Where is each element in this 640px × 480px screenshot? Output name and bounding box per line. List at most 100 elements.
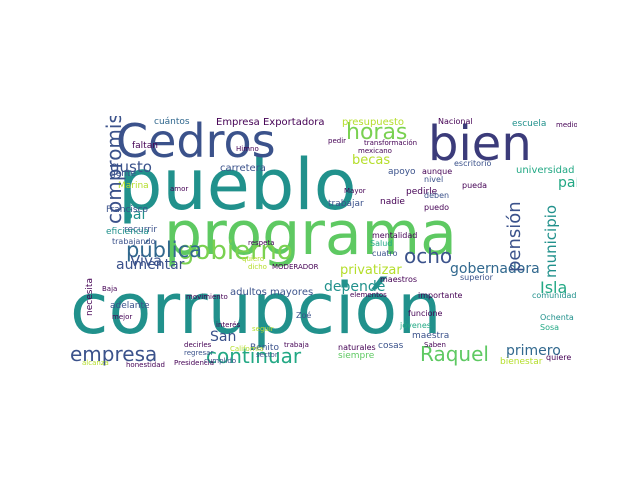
word-gente: gente (110, 169, 137, 179)
word-aunque: aunque (422, 167, 453, 176)
word-deben: deben (424, 191, 450, 200)
word-publica: pública (126, 238, 203, 262)
word-siempre: siempre (338, 351, 375, 361)
word-pueblo: pueblo (118, 144, 357, 226)
word-california: California (230, 345, 264, 353)
word-cedros: Cedros (116, 116, 276, 168)
word-sosa: Sosa (540, 323, 560, 332)
word-pueda: pueda (462, 181, 488, 190)
word-cuantos: cuántos (154, 117, 190, 127)
word-empresa: empresa (70, 342, 158, 366)
word-nadie: nadie (380, 197, 405, 207)
word-compromiso: compromiso (102, 116, 126, 224)
word-comunidades: comunidades (532, 291, 577, 300)
word-ocho: ocho (404, 244, 453, 268)
word-decirles: decirles (184, 341, 212, 349)
word-municipio: municipio (542, 204, 560, 278)
word-saben: Saben (424, 341, 446, 349)
word-funcione: funcione (408, 309, 443, 318)
word-adultos-mayores: adultos mayores (230, 287, 314, 298)
word-medio: medio (556, 121, 577, 129)
word-honestidad: honestidad (126, 361, 165, 369)
word-superior: superior (460, 273, 493, 282)
word-trabaja: trabaja (284, 341, 309, 349)
word-continuar: continuar (206, 344, 302, 368)
word-gobierno: gobierno (178, 236, 293, 266)
word-becas: becas (352, 153, 391, 168)
word-cuatro: cuatro (372, 249, 398, 258)
word-mentalidad: mentalidad (372, 231, 418, 240)
word-baja: Baja (102, 285, 118, 293)
word-primero: primero (506, 343, 561, 359)
word-himno: Himno (236, 145, 259, 153)
word-programa: programa (164, 199, 457, 269)
word-adelante: adelante (110, 301, 150, 311)
word-faltan: faltan (132, 141, 158, 151)
word-horas: horas (346, 120, 408, 145)
word-moderador: MODERADOR (272, 263, 319, 271)
word-pedirle: pedirle (406, 187, 438, 197)
word-jovenes: jóvenes (400, 321, 431, 330)
word-isla: Isla (540, 278, 568, 297)
word-maestros: maestros (380, 275, 418, 284)
word-elementos: elementos (350, 291, 387, 299)
word-regresar: regresar (184, 349, 214, 357)
word-marina: Marina (118, 181, 149, 191)
word-cumplido: cumplido (204, 357, 237, 365)
word-francisco: Francisco (106, 205, 149, 215)
word-zoe: Zoé (296, 311, 312, 320)
word-maestra: maestra (412, 331, 450, 341)
word-trabajando: trabajando (112, 237, 156, 246)
word-benito: Benito (250, 343, 279, 353)
word-empresa-exportadora: Empresa Exportadora (216, 117, 325, 128)
word-apoyo: apoyo (388, 167, 416, 177)
word-recurrir: recurrir (124, 225, 158, 235)
word-presidencia: Presidencia (174, 359, 214, 367)
word-quiere: quiere (546, 353, 572, 362)
word-necesita: necesita (85, 278, 95, 316)
word-nacional: Nacional (438, 117, 473, 126)
word-presupuesto: presupuesto (342, 117, 405, 128)
word-dicho: dicho (248, 263, 267, 271)
word-raquel: Raquel (420, 342, 489, 366)
word-seguir: seguir (252, 325, 274, 333)
word-mayor: Mayor (344, 187, 366, 195)
word-eficiencia: eficiencia (106, 227, 149, 237)
word-salud: Salud (370, 239, 393, 248)
word-bienestar: bienestar (500, 357, 543, 367)
word-privatizar: privatizar (340, 263, 402, 278)
word-ochenta: Ochenta (540, 313, 574, 322)
word-transformacion: transformación (364, 139, 418, 147)
word-gobernadora: gobernadora (450, 261, 540, 277)
word-sector: sector (256, 351, 278, 359)
word-pais: país (558, 175, 577, 191)
word-interes: interés (216, 321, 241, 329)
word-amor: amor (170, 185, 189, 193)
word-movimiento: movimiento (186, 293, 228, 301)
word-mexicano: mexicano (358, 147, 392, 155)
word-mejor: mejor (112, 313, 133, 321)
word-quiero: quiero (242, 255, 265, 263)
word-puedo: puedo (424, 203, 450, 212)
word-importante: importante (418, 291, 463, 300)
word-pension: pensión (504, 201, 525, 272)
word-sal: Sal (124, 207, 146, 223)
word-aumentar: aumentar (116, 257, 185, 273)
word-escuela: escuela (512, 119, 547, 129)
word-pedir: pedir (328, 137, 347, 145)
word-corrupcion: corrupción (70, 268, 442, 350)
word-trabajar: trabajar (328, 199, 364, 209)
word-cloud: corrupción pueblo programa Cedros bien g… (66, 116, 577, 372)
word-alcanza: alcanza (82, 359, 109, 367)
word-san: San (210, 329, 237, 345)
word-naturales: naturales (338, 343, 376, 352)
word-bien: bien (428, 116, 532, 172)
word-universidad: universidad (516, 165, 575, 176)
word-viva: Viva (130, 252, 163, 270)
word-carretera: carretera (220, 163, 266, 174)
word-respeta: respeta (248, 239, 275, 247)
word-gusto: gusto (110, 158, 152, 176)
word-escritorio: escritorio (454, 159, 492, 168)
word-depende: depende (324, 279, 386, 295)
